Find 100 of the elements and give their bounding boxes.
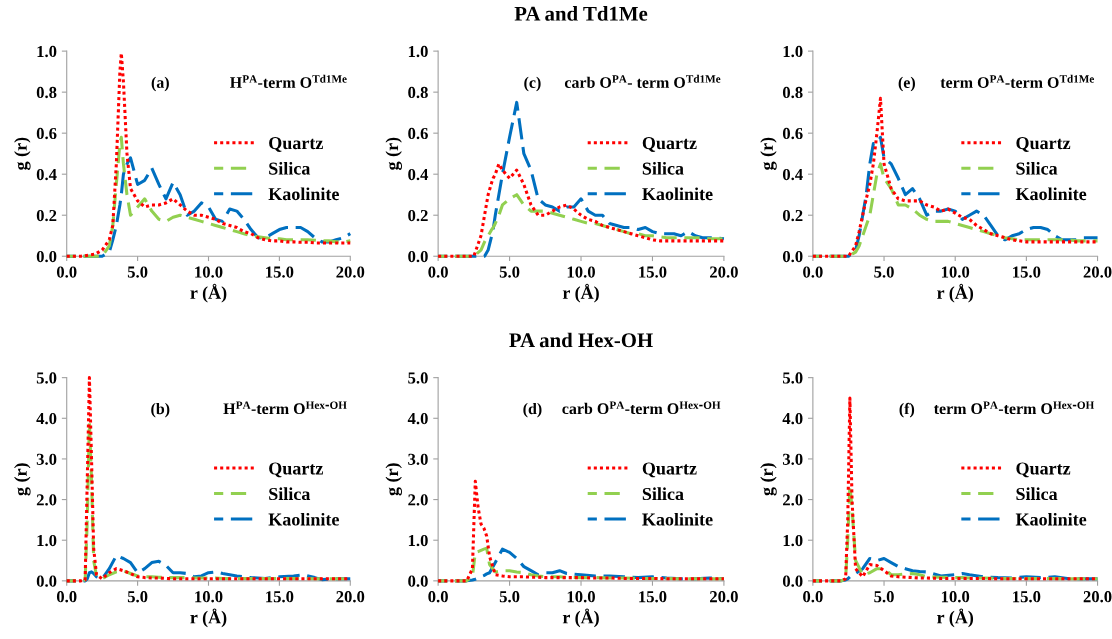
legend-label: Quartz: [642, 137, 697, 152]
y-tick-label: 1.0: [408, 534, 428, 547]
x-tick-label: 10.0: [567, 266, 595, 278]
x-tick-label: 0.0: [803, 591, 823, 603]
y-axis-title: g (r): [14, 463, 31, 496]
x-tick-label: 20.0: [1083, 591, 1112, 603]
x-tick-label: 15.0: [266, 266, 294, 278]
annotation: (b): [151, 402, 170, 418]
y-tick-label: 2.0: [36, 494, 57, 506]
x-tick-label: 5.0: [127, 266, 148, 278]
legend-label: Silica: [642, 487, 684, 501]
legend-label: Silica: [642, 161, 684, 175]
y-tick-label: 3.0: [782, 453, 803, 465]
legend-label: Kaolinite: [642, 512, 713, 526]
y-tick-label: 0.8: [782, 86, 803, 99]
y-axis-title: g (r): [385, 137, 403, 170]
annotation: (e): [898, 76, 915, 92]
x-tick-label: 15.0: [639, 266, 667, 278]
x-axis-title: r (Å): [190, 608, 227, 628]
x-axis-title: r (Å): [937, 608, 974, 628]
y-tick-label: 0.4: [408, 168, 429, 181]
y-tick-label: 4.0: [36, 412, 57, 425]
y-tick-label: 1.0: [783, 534, 803, 547]
legend-label: Quartz: [269, 462, 323, 478]
legend-label: Kaolinite: [268, 512, 339, 526]
x-tick-label: 20.0: [710, 266, 738, 278]
x-tick-label: 10.0: [941, 591, 970, 603]
annotation: H$^{PA}$-term O$^{Hex-OH}$: [223, 401, 347, 415]
x-axis-title: r (Å): [562, 608, 599, 628]
y-tick-label: 5.0: [782, 372, 803, 384]
x-tick-label: 15.0: [639, 591, 667, 603]
legend-label: Quartz: [1016, 462, 1071, 478]
x-tick-label: 0.0: [803, 266, 823, 278]
x-tick-label: 20.0: [336, 591, 365, 603]
legend-label: Quartz: [1016, 137, 1071, 152]
x-tick-label: 5.0: [499, 591, 520, 603]
x-tick-label: 20.0: [710, 591, 738, 603]
legend-label: Kaolinite: [642, 187, 713, 201]
y-tick-label: 0.0: [36, 575, 57, 587]
line-series: [65, 51, 352, 258]
legend-label: Silica: [269, 161, 311, 175]
annotation: (a): [151, 76, 169, 92]
y-tick-label: 0.0: [408, 575, 428, 587]
y-tick-label: 1.0: [783, 45, 803, 58]
y-tick-label: 0.2: [408, 209, 428, 222]
y-tick-label: 0.4: [782, 168, 803, 181]
y-tick-label: 1.0: [408, 45, 428, 58]
y-tick-label: 0.6: [36, 127, 57, 140]
legend-label: Quartz: [269, 137, 323, 152]
x-axis-title: r (Å): [937, 283, 974, 303]
legend-label: Kaolinite: [268, 187, 339, 201]
y-tick-label: 0.0: [36, 250, 57, 263]
legend-label: Silica: [1016, 161, 1058, 175]
x-tick-label: 10.0: [941, 266, 970, 278]
y-tick-label: 0.8: [408, 86, 428, 99]
chart-title: PA and Td1Me: [514, 6, 648, 21]
x-tick-label: 0.0: [428, 591, 448, 603]
y-tick-label: 0.6: [408, 127, 428, 140]
x-tick-label: 15.0: [266, 591, 294, 603]
y-axis-title: g (r): [385, 463, 403, 496]
y-tick-label: 0.4: [36, 168, 57, 181]
legend-label: Kaolinite: [1015, 512, 1087, 526]
y-axis-title: g (r): [14, 137, 31, 170]
annotation: (f): [899, 402, 915, 418]
y-tick-label: 0.2: [782, 209, 803, 222]
x-tick-label: 5.0: [499, 266, 520, 278]
annotation: (d): [523, 402, 542, 418]
y-tick-label: 5.0: [36, 372, 57, 384]
y-tick-label: 3.0: [36, 453, 57, 465]
x-tick-label: 20.0: [336, 266, 365, 278]
y-tick-label: 2.0: [783, 494, 803, 506]
y-tick-label: 2.0: [408, 494, 428, 506]
legend-label: Quartz: [642, 462, 697, 478]
x-tick-label: 15.0: [1013, 266, 1041, 278]
y-tick-label: 4.0: [407, 412, 428, 425]
x-axis-title: r (Å): [562, 283, 599, 303]
y-tick-label: 0.0: [782, 575, 803, 587]
annotation: term O$^{PA}$-term O$^{Hex-OH}$: [933, 401, 1095, 415]
y-tick-label: 0.0: [408, 250, 428, 263]
annotation: (c): [524, 76, 541, 92]
y-tick-label: 5.0: [408, 372, 428, 384]
y-tick-label: 1.0: [37, 45, 57, 58]
y-tick-label: 4.0: [782, 412, 803, 425]
annotation: H$^{PA}$-term O$^{Td1Me}$: [230, 74, 347, 88]
x-tick-label: 0.0: [428, 266, 448, 278]
x-tick-label: 0.0: [56, 591, 77, 603]
x-tick-label: 5.0: [127, 591, 148, 603]
y-tick-label: 0.6: [782, 127, 803, 140]
y-axis-title: g (r): [760, 463, 777, 496]
x-tick-label: 0.0: [56, 266, 77, 278]
x-tick-label: 5.0: [874, 591, 894, 603]
x-axis-title: r (Å): [190, 283, 227, 303]
legend-label: Silica: [269, 487, 311, 501]
y-tick-label: 0.2: [36, 209, 57, 222]
x-tick-label: 10.0: [567, 591, 595, 603]
x-tick-label: 15.0: [1013, 591, 1041, 603]
chart-title: PA and Hex-OH: [509, 332, 653, 348]
x-tick-label: 20.0: [1083, 266, 1112, 278]
annotation: carb O$^{PA}$-term O$^{Hex-OH}$: [562, 401, 721, 415]
x-tick-label: 10.0: [195, 591, 223, 603]
